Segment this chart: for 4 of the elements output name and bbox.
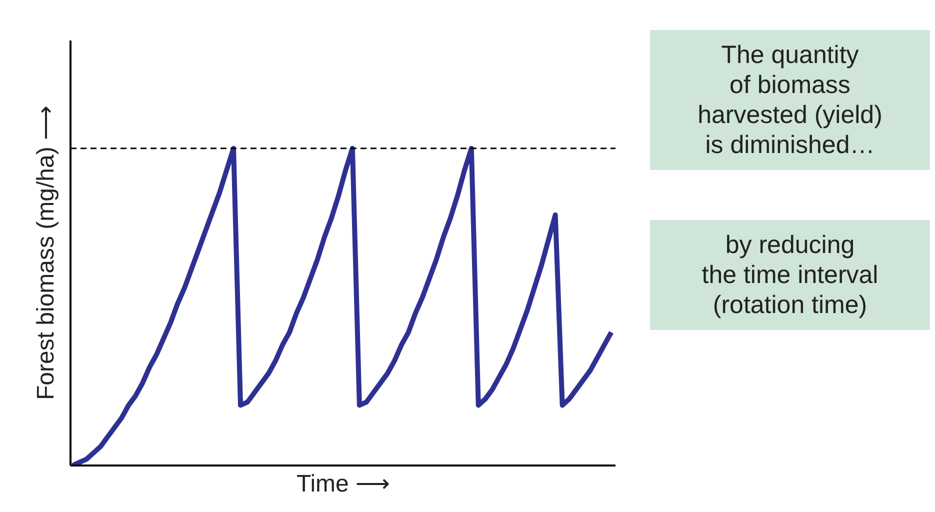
text: by reducing the time interval (rotation time) xyxy=(702,230,878,320)
x-axis-title: Time ⟶ xyxy=(296,470,390,498)
text: The quantity of biomass harvested (yield) is diminished… xyxy=(698,40,882,160)
y-axis-title: Forest biomass (mg/ha) ⟶ xyxy=(32,106,60,400)
